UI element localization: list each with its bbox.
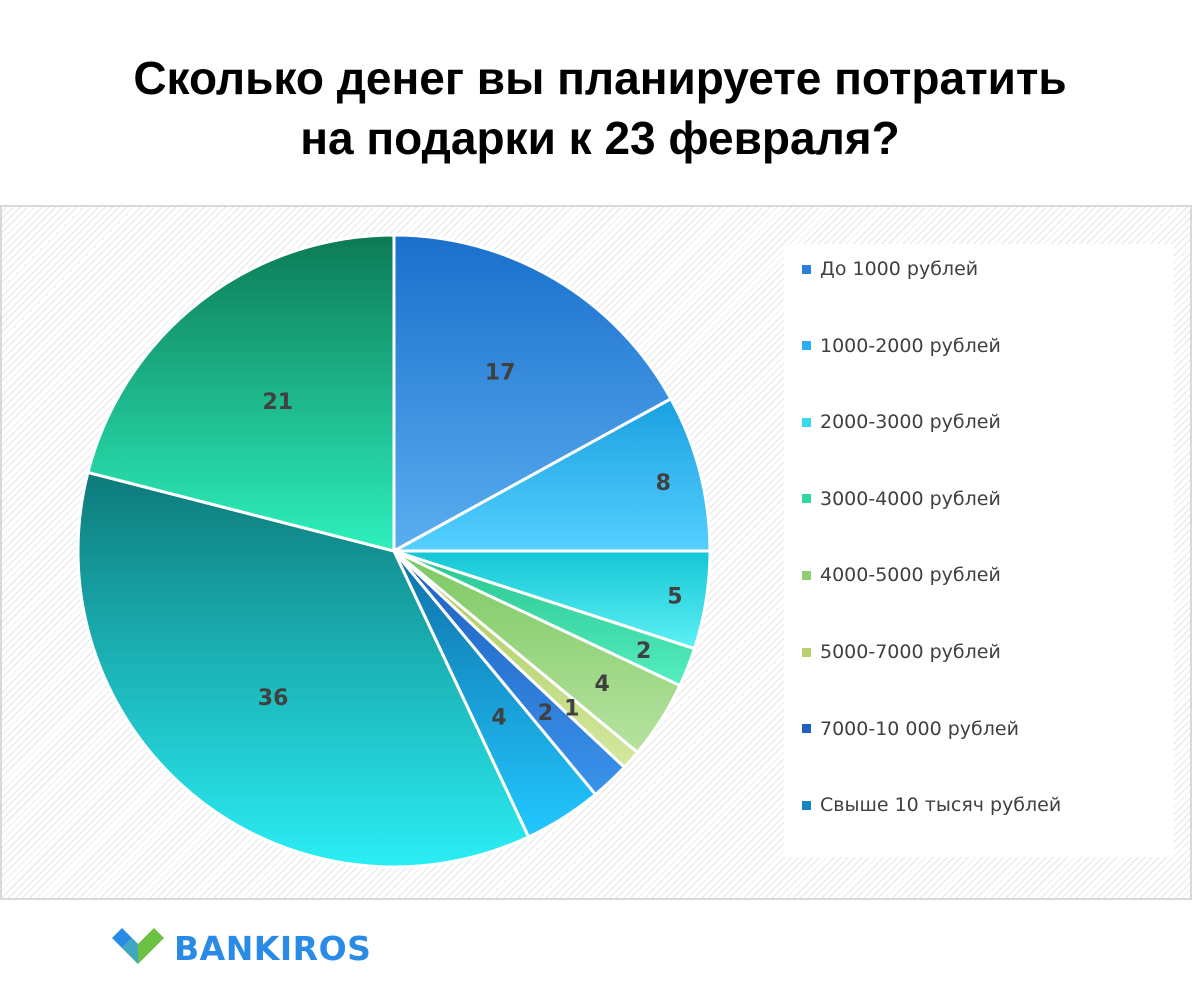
brand-name: BANKIROS — [174, 928, 372, 968]
brand: BANKIROS — [112, 922, 371, 974]
slice-data-label: 8 — [656, 471, 671, 496]
slice-data-label: 36 — [258, 686, 289, 711]
legend-item: 3000-4000 рублей — [802, 486, 1001, 512]
slice-data-label: 17 — [485, 361, 516, 386]
slice-data-label: 21 — [262, 390, 293, 415]
legend-swatch — [802, 724, 811, 734]
legend-item: 1000-2000 рублей — [802, 333, 1001, 359]
legend-label: 3000-4000 рублей — [820, 487, 1001, 510]
legend-label: До 1000 рублей — [820, 258, 979, 280]
legend-swatch — [802, 647, 811, 657]
legend-swatch — [802, 494, 811, 504]
legend-swatch — [802, 800, 811, 810]
chart-title-line-2: на подарки к 23 февраля? — [300, 112, 900, 164]
legend-label: Свыше 10 тысяч рублей — [820, 794, 1062, 817]
legend-label: 5000-7000 рублей — [820, 641, 1001, 663]
chart-title-line-1: Сколько денег вы планируете потратить — [133, 52, 1067, 104]
legend-swatch — [802, 417, 811, 427]
legend-label: 1000-2000 рублей — [820, 334, 1001, 357]
slice-data-label: 1 — [564, 697, 579, 722]
chart-legend: До 1000 рублей 1000-2000 рублей 2000-3000 … — [784, 244, 1174, 857]
slice-data-label: 5 — [667, 585, 682, 610]
legend-label: 4000-5000 рублей — [820, 564, 1001, 587]
legend-item: До 1000 рублей — [802, 256, 978, 282]
legend-swatch — [802, 264, 811, 274]
checkmark-logo-icon — [112, 928, 164, 964]
chart-title: Сколько денег вы планируете потратить на… — [0, 48, 1200, 168]
slice-data-label: 2 — [538, 701, 553, 726]
slice-data-label: 4 — [491, 705, 506, 730]
legend-item: Свыше 10 тысяч рублей — [802, 792, 1061, 818]
slice-data-label: 2 — [636, 639, 651, 664]
legend-label: 2000-3000 рублей — [820, 411, 1001, 434]
legend-item: 4000-5000 рублей — [802, 562, 1001, 588]
legend-swatch — [802, 341, 811, 351]
pie-slice — [392, 233, 673, 553]
legend-label: 7000-10 000 рублей — [820, 717, 1019, 740]
pie-slice — [76, 470, 531, 869]
slice-data-label: 4 — [594, 672, 609, 697]
legend-swatch — [802, 570, 811, 580]
pie-slice — [392, 397, 712, 553]
legend-item: 2000-3000 рублей — [802, 409, 1001, 435]
pie-slice — [86, 233, 396, 553]
legend-item: 5000-7000 рублей — [802, 639, 1001, 665]
legend-item: 7000-10 000 рублей — [802, 716, 1019, 742]
